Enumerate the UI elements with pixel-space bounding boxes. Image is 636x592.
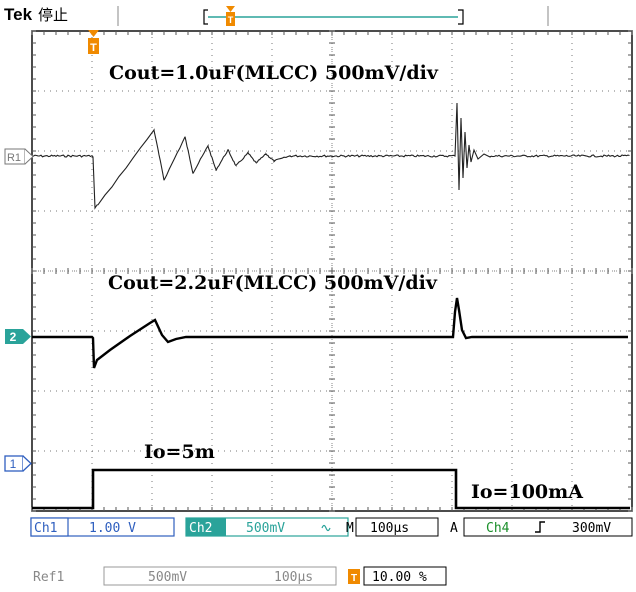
status-bar: Ch1 1.00 V Ch2 500mV M 100µs A Ch4 300mV [30, 517, 633, 537]
brand-label: Tek [4, 5, 33, 24]
trigger-source: Ch4 [486, 521, 510, 536]
ref1-readout[interactable]: 500mV 100µs [103, 566, 337, 586]
ch1-level-marker[interactable]: 1 [4, 455, 32, 472]
ch1-waveform [32, 468, 630, 510]
ref1-level-marker[interactable]: R1 [4, 148, 34, 165]
timebase-readout[interactable]: M 100µs [346, 517, 439, 537]
run-state-label: 停止 [38, 6, 68, 24]
ch1-readout[interactable]: Ch1 1.00 V [30, 517, 175, 537]
trigger-position-icon-label: T [351, 573, 357, 584]
ch2-level-marker[interactable]: 2 [5, 329, 31, 344]
ch1-scale: 1.00 V [89, 521, 136, 536]
ch2-readout[interactable]: Ch2 500mV [185, 517, 349, 537]
trigger-mode: A [450, 521, 458, 536]
annotation-io-high: Io=100mA [471, 481, 583, 503]
timebase-label: M [346, 521, 354, 536]
trigger-time-marker[interactable]: T [88, 30, 99, 54]
trigger-level: 300mV [572, 521, 611, 536]
timebase-value: 100µs [370, 521, 409, 536]
ref1-label: R1 [7, 152, 21, 164]
ch2-waveform [32, 297, 628, 369]
trigger-readout[interactable]: A Ch4 300mV [450, 517, 633, 537]
ch1-label: 1 [10, 457, 17, 471]
trigger-position-readout[interactable]: T 10.00 % [348, 566, 447, 586]
ch2-label: 2 [10, 330, 17, 344]
ref1-time: 100µs [274, 570, 313, 585]
graticule [31, 30, 633, 512]
ch2-name: Ch2 [189, 521, 212, 536]
trigger-position-value: 10.00 % [372, 570, 427, 585]
annotation-cout-2-2uf: Cout=2.2uF(MLCC) 500mV/div [108, 272, 438, 294]
ref1-waveform [31, 102, 630, 210]
ch2-scale: 500mV [246, 521, 285, 536]
trigger-position-marker-icon: T [226, 6, 235, 26]
ref-bar: Ref1 500mV 100µs T 10.00 % [33, 566, 447, 586]
bandwidth-limit-icon [321, 524, 331, 532]
annotation-cout-1uf: Cout=1.0uF(MLCC) 500mV/div [109, 62, 439, 84]
record-view-bar[interactable]: T [203, 6, 464, 26]
annotation-io-low: Io=5m [144, 441, 215, 463]
trigger-marker-label: T [90, 42, 97, 54]
ch1-name: Ch1 [34, 521, 57, 536]
rising-edge-icon [535, 521, 545, 533]
trigger-position-icon [348, 569, 360, 584]
ref1-name: Ref1 [33, 570, 64, 585]
ref1-scale: 500mV [148, 570, 187, 585]
svg-text:T: T [228, 15, 234, 25]
